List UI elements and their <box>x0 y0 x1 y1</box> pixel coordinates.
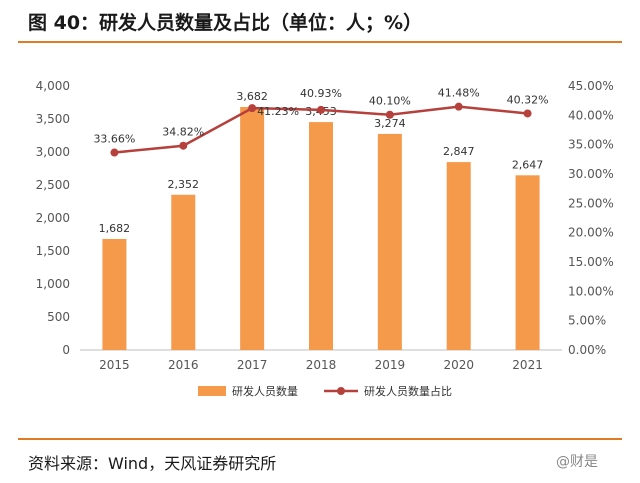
y-left-tick-label: 1,500 <box>36 244 70 258</box>
bar <box>377 133 402 350</box>
bar-data-label: 2,847 <box>443 145 475 158</box>
bar <box>240 106 265 350</box>
y-left-tick-label: 1,000 <box>36 277 70 291</box>
line-data-label: 41.48% <box>438 87 480 100</box>
y-right-tick-label: 40.00% <box>568 108 614 122</box>
bar <box>309 122 333 351</box>
legend-line-marker <box>337 387 345 395</box>
line-data-label: 34.82% <box>162 126 204 139</box>
y-right-tick-label: 10.00% <box>568 284 614 298</box>
x-tick-label: 2015 <box>99 358 130 372</box>
line-point <box>454 102 463 111</box>
line-data-label: 41.23% <box>257 105 299 118</box>
y-right-tick-label: 30.00% <box>568 167 614 181</box>
line-data-label: 33.66% <box>93 133 135 146</box>
bar <box>446 162 471 350</box>
bar <box>171 194 196 350</box>
line-point <box>110 148 119 157</box>
bar-data-label: 2,647 <box>512 158 544 171</box>
y-right-tick-label: 20.00% <box>568 226 614 240</box>
y-left-tick-label: 500 <box>47 310 70 324</box>
y-left-tick-label: 4,000 <box>36 79 70 93</box>
figure-title: 图 40：研发人员数量及占比（单位：人；%） <box>28 12 423 34</box>
y-right-tick-label: 0.00% <box>568 343 606 357</box>
x-tick-label: 2017 <box>237 358 268 372</box>
x-tick-label: 2019 <box>375 358 406 372</box>
x-tick-label: 2016 <box>168 358 199 372</box>
line-point <box>317 105 325 114</box>
line-point <box>248 104 257 113</box>
line-point <box>523 109 532 118</box>
legend-bar-swatch <box>198 386 226 396</box>
y-left-tick-label: 2,000 <box>36 211 70 225</box>
y-left-tick-label: 0 <box>62 343 70 357</box>
bar-data-label: 2,352 <box>168 178 200 191</box>
y-right-tick-label: 5.00% <box>568 314 606 328</box>
bar-data-label: 3,682 <box>236 90 268 103</box>
y-left-tick-label: 3,500 <box>36 112 70 126</box>
bar <box>515 175 540 350</box>
bar-data-label: 3,274 <box>374 117 406 130</box>
source-note: 资料来源：Wind，天风证券研究所 <box>28 454 277 473</box>
x-tick-label: 2018 <box>306 358 337 372</box>
y-right-tick-label: 45.00% <box>568 79 614 93</box>
y-right-tick-label: 35.00% <box>568 138 614 152</box>
watermark: @财是 <box>556 454 598 470</box>
line-data-label: 40.32% <box>507 93 549 106</box>
y-right-tick-label: 15.00% <box>568 255 614 269</box>
x-tick-label: 2021 <box>512 358 543 372</box>
x-tick-label: 2020 <box>443 358 474 372</box>
legend-bar-label: 研发人员数量 <box>232 384 298 398</box>
line-data-label: 40.93% <box>300 87 342 100</box>
line-point <box>179 141 188 150</box>
line-data-label: 40.10% <box>369 95 411 108</box>
source-divider <box>18 438 622 440</box>
legend-line-label: 研发人员数量占比 <box>364 384 452 398</box>
y-left-tick-label: 2,500 <box>36 178 70 192</box>
y-right-tick-label: 25.00% <box>568 196 614 210</box>
line-point <box>385 110 394 119</box>
bar <box>102 238 127 350</box>
y-left-tick-label: 3,000 <box>36 145 70 159</box>
title-divider <box>18 41 622 43</box>
bar-data-label: 1,682 <box>99 222 131 235</box>
